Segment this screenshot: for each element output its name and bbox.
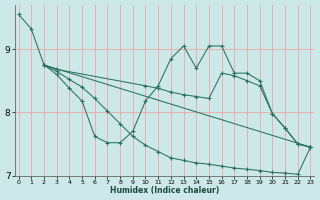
X-axis label: Humidex (Indice chaleur): Humidex (Indice chaleur) bbox=[110, 186, 219, 195]
